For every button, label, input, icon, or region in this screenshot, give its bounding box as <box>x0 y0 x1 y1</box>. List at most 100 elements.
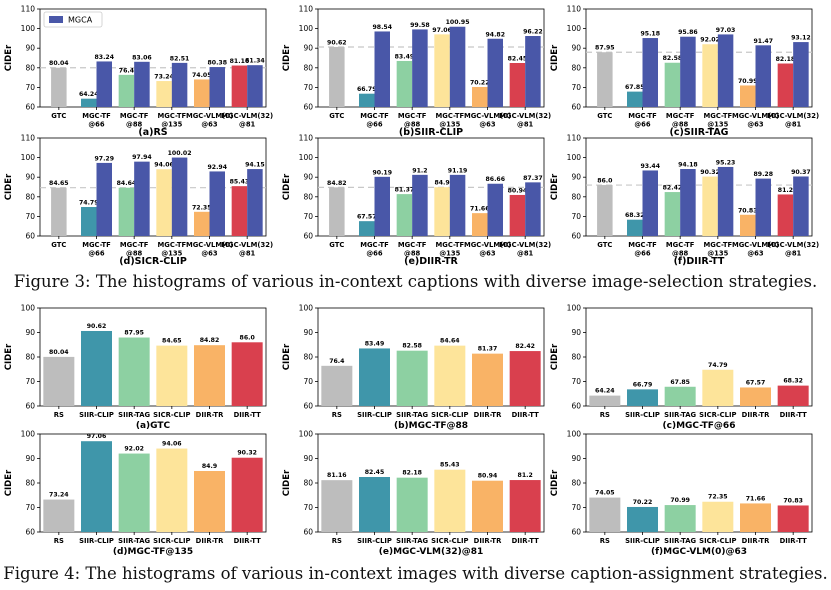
bar-mgca <box>525 182 541 236</box>
bar-value-label: 96.22 <box>523 29 543 36</box>
y-tick-label: 90 <box>25 328 35 337</box>
legend-box <box>43 11 103 28</box>
bar-value-label: 83.49 <box>365 340 385 347</box>
y-tick-label: 60 <box>25 528 35 537</box>
x-tick-label: DIIR-TT <box>512 537 540 545</box>
bar-mgca <box>209 67 225 107</box>
bar-mgca <box>171 62 188 107</box>
y-tick-label: 110 <box>567 134 582 143</box>
y-tick-label: 70 <box>25 83 35 92</box>
bar-value-label: 90.37 <box>791 169 811 176</box>
x-tick-label: MGC-TF <box>398 241 427 249</box>
y-tick-label: 90 <box>303 454 313 463</box>
bar-value-label: 81.2 <box>778 187 793 194</box>
bar-value-label: 86.0 <box>240 334 256 341</box>
x-tick-label: MGC-VLM(0) <box>464 112 511 120</box>
bar <box>434 469 466 532</box>
bar-value-label: 70.99 <box>738 78 758 85</box>
y-tick-label: 70 <box>25 503 35 512</box>
bar-mgca <box>449 174 466 236</box>
figure-3-charts: 60 70 80 90 100 110 CIDEr 80.04 GTC 64.24 83.24 MGC… <box>4 5 819 268</box>
x-tick-label: @63 <box>201 121 218 129</box>
bar-mgca <box>374 176 390 236</box>
y-tick-label: 60 <box>25 402 35 411</box>
y-tick-label: 100 <box>299 24 314 33</box>
bar-value-label: 74.79 <box>708 362 728 369</box>
bar-value-label: 70.22 <box>633 499 653 506</box>
bar <box>194 470 225 532</box>
bar-value-label: 86.0 <box>597 178 613 185</box>
legend-label: MGCA <box>68 16 93 25</box>
x-tick-label: @81 <box>785 121 802 129</box>
bar-value-label: 95.23 <box>716 159 736 166</box>
x-tick-label: MGC-TF <box>120 241 149 249</box>
x-tick-label: GTC <box>329 241 344 249</box>
bar-base <box>434 34 450 108</box>
bar-value-label: 91.19 <box>448 167 468 174</box>
bar-value-label: 81.2 <box>518 472 533 479</box>
bar-value-label: 73.24 <box>49 492 69 499</box>
bar <box>740 387 771 406</box>
y-tick-label: 60 <box>303 232 313 241</box>
plot-frame <box>585 137 813 237</box>
panel-title: (c)SIIR-TAG <box>670 127 729 138</box>
bar <box>81 441 112 532</box>
y-tick-label: 60 <box>303 103 313 112</box>
x-tick-label: @81 <box>517 250 534 258</box>
bar <box>156 345 188 406</box>
x-tick-label: MGC-VLM(32) <box>767 112 819 120</box>
y-tick-label: 110 <box>21 134 36 143</box>
y-tick-label: 80 <box>303 479 313 488</box>
bar-value-label: 76.4 <box>119 67 135 74</box>
bar-value-label: 68.32 <box>783 378 803 385</box>
bar <box>472 480 503 532</box>
plot-frame <box>585 433 813 533</box>
x-tick-label: DIIR-TR <box>474 537 502 545</box>
fig3-panel-6: 60 70 80 90 100 110 CIDEr 86.0 GTC 68.32 93.44 MGC-… <box>550 134 819 268</box>
bar-value-label: 84.64 <box>440 338 460 345</box>
x-tick-label: MGC-TF <box>360 241 389 249</box>
bar-value-label: 74.05 <box>192 72 212 79</box>
x-tick-label: MGC-VLM(0) <box>186 112 233 120</box>
y-tick-label: 70 <box>303 377 313 386</box>
x-tick-label: @88 <box>126 121 143 129</box>
bar-mgca <box>680 169 696 236</box>
panel-title: (a)GTC <box>136 421 171 431</box>
y-axis-label: CIDEr <box>550 44 560 71</box>
bar-value-label: 99.58 <box>410 22 430 29</box>
bar-base <box>194 79 210 107</box>
y-tick-label: 110 <box>299 134 314 143</box>
y-axis-label: CIDEr <box>282 343 292 370</box>
y-tick-label: 100 <box>21 24 36 33</box>
y-tick-label: 100 <box>21 304 36 313</box>
panel-title: (f)MGC-VLM(0)@63 <box>651 547 747 557</box>
panel-title: (e)MGC-VLM(32)@81 <box>379 547 484 557</box>
x-tick-label: SICR-CLIP <box>699 411 736 419</box>
x-tick-label: @81 <box>239 121 256 129</box>
bar-value-label: 87.37 <box>523 175 543 182</box>
y-tick-label: 100 <box>567 430 582 439</box>
y-tick-label: 70 <box>303 83 313 92</box>
bar-value-label: 93.44 <box>640 163 660 170</box>
x-tick-label: @66 <box>634 121 651 129</box>
y-tick-label: 90 <box>303 328 313 337</box>
x-tick-label: MGC-TF <box>436 112 465 120</box>
bar <box>509 480 541 532</box>
bar-value-label: 82.58 <box>402 343 422 350</box>
y-axis-label: CIDEr <box>550 343 560 370</box>
x-tick-label: DIIR-TR <box>742 537 770 545</box>
bar-value-label: 85.43 <box>230 179 250 186</box>
x-tick-label: MGC-TF <box>628 241 657 249</box>
y-tick-label: 90 <box>571 328 581 337</box>
x-tick-label: @88 <box>672 250 689 258</box>
y-tick-label: 100 <box>299 153 314 162</box>
bar-value-label: 71.66 <box>746 495 766 502</box>
y-tick-label: 60 <box>303 402 313 411</box>
x-tick-label: DIIR-TR <box>196 537 224 545</box>
bar-base <box>597 52 613 107</box>
bar-value-label: 94.82 <box>485 31 505 38</box>
x-tick-label: MGC-TF <box>704 241 733 249</box>
x-tick-label: MGC-VLM(0) <box>464 241 511 249</box>
legend: MGCA <box>43 11 103 28</box>
bar-value-label: 83.24 <box>94 54 114 61</box>
